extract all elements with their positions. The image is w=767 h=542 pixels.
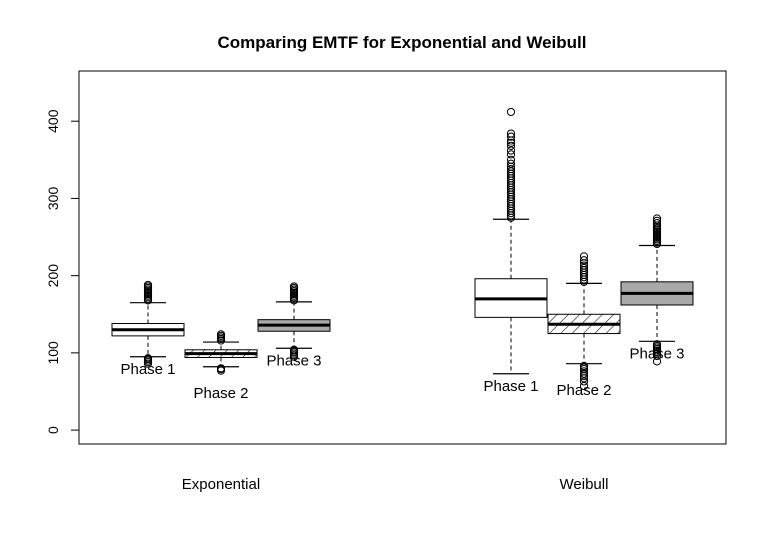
box-label: Phase 2 — [556, 382, 611, 399]
outlier-point — [506, 129, 516, 138]
outlier-point — [579, 361, 589, 371]
boxplot-weibull-phase-1: Phase 1 — [474, 107, 548, 395]
outlier-point — [506, 146, 516, 155]
boxplot-exponential-phase-2: Phase 2 — [184, 330, 258, 402]
outlier-point — [652, 214, 662, 223]
boxplots: Phase 1 Phase 2 Phase 3 Phase 1 Phase 2 Phase… — [111, 107, 694, 402]
box-label: Phase 3 — [266, 352, 321, 369]
outlier-point — [652, 216, 662, 225]
outlier-point — [579, 256, 589, 265]
outlier-point — [506, 155, 516, 164]
outlier-point — [579, 261, 589, 270]
outlier-point — [506, 138, 516, 147]
boxplot-exponential-phase-1: Phase 1 — [111, 280, 185, 378]
plot-frame — [78, 70, 727, 445]
outlier-point — [652, 219, 662, 228]
chart-title: Comparing EMTF for Exponential and Weibu… — [218, 33, 587, 52]
outlier-point — [579, 381, 589, 391]
outlier-point — [143, 354, 153, 363]
boxplot-weibull-phase-2: Phase 2 — [547, 252, 621, 399]
boxplot-exponential-phase-3: Phase 3 — [257, 282, 331, 369]
y-tick-label: 400 — [45, 109, 61, 133]
group-label-exponential: Exponential — [182, 476, 260, 493]
outlier-point — [506, 141, 516, 151]
group-label-weibull: Weibull — [560, 476, 609, 493]
outlier-point — [579, 377, 589, 386]
outlier-point — [579, 369, 589, 378]
outlier-point — [289, 282, 299, 291]
y-tick-label: 300 — [45, 187, 61, 211]
outlier-point — [506, 164, 516, 174]
outlier-point — [216, 364, 226, 373]
y-axis: 0 100 200 300 400 — [45, 109, 80, 434]
box-label: Phase 1 — [483, 378, 538, 395]
outlier-point — [506, 150, 516, 159]
outlier-point — [216, 330, 226, 339]
outlier-point — [579, 252, 589, 261]
boxplot-weibull-phase-3: Phase 3 — [620, 214, 694, 366]
box-label: Phase 2 — [193, 385, 248, 402]
box-label: Phase 3 — [629, 346, 684, 363]
outlier-point — [506, 132, 516, 141]
y-tick-label: 100 — [45, 341, 61, 365]
y-tick-label: 0 — [45, 426, 61, 434]
box-label: Phase 1 — [120, 361, 175, 378]
outlier-point — [652, 340, 662, 349]
outlier-point — [652, 357, 662, 366]
outlier-point — [143, 280, 153, 290]
outlier-point — [506, 107, 516, 117]
outlier-point — [579, 263, 589, 273]
group-labels: Exponential Weibull — [182, 476, 609, 493]
outlier-point — [289, 345, 299, 354]
outlier-point — [506, 167, 516, 176]
y-tick-label: 200 — [45, 264, 61, 288]
outlier-point — [579, 367, 589, 376]
outlier-point — [506, 159, 516, 168]
